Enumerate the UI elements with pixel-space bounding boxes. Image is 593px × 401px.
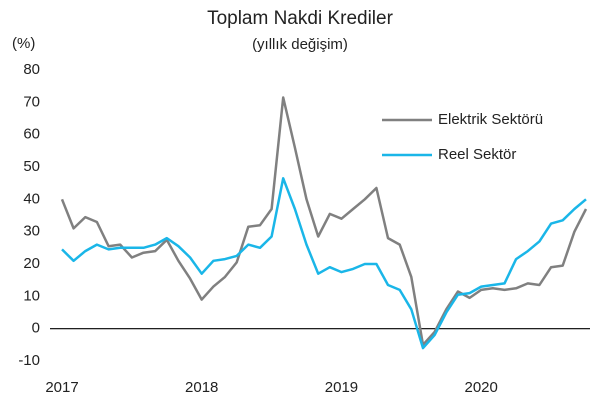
- x-tick-label: 2017: [45, 379, 78, 396]
- y-tick-label: 50: [23, 158, 40, 175]
- y-tick-label: 80: [23, 61, 40, 78]
- y-tick-label: 60: [23, 126, 40, 143]
- series-line: [60, 96, 588, 347]
- chart-subtitle: (yıllık değişim): [252, 36, 348, 53]
- chart-title: Toplam Nakdi Krediler: [207, 8, 394, 29]
- legend-label: Reel Sektör: [438, 146, 516, 163]
- x-tick-label: 2020: [465, 379, 498, 396]
- y-tick-label: -10: [18, 352, 40, 369]
- legend-label: Elektrik Sektörü: [438, 111, 543, 128]
- y-tick-label: 70: [23, 93, 40, 110]
- x-tick-label: 2019: [325, 379, 358, 396]
- y-tick-label: 0: [32, 320, 40, 337]
- x-tick-label: 2018: [185, 379, 218, 396]
- y-axis-label: (%): [12, 35, 35, 52]
- y-tick-label: 10: [23, 287, 40, 304]
- y-tick-label: 20: [23, 255, 40, 272]
- series-line: [61, 177, 587, 350]
- y-tick-label: 30: [23, 223, 40, 240]
- y-tick-label: 40: [23, 190, 40, 207]
